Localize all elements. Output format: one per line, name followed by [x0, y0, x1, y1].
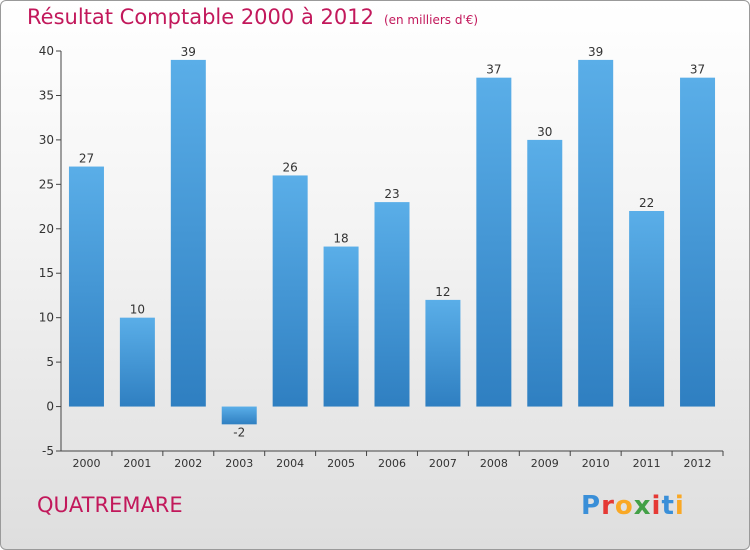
- x-tick-label: 2009: [531, 457, 559, 470]
- logo-letter: r: [601, 491, 615, 521]
- bar-2003: [221, 406, 257, 425]
- data-label-2006: 23: [384, 187, 399, 201]
- data-label-2008: 37: [486, 63, 501, 77]
- x-tick-label: 2000: [72, 457, 100, 470]
- data-label-2000: 27: [79, 152, 94, 166]
- chart-title: Résultat Comptable 2000 à 2012: [27, 5, 374, 29]
- data-label-2009: 30: [537, 125, 552, 139]
- bar-2009: [527, 139, 563, 407]
- bar-2001: [119, 317, 155, 407]
- x-tick-label: 2012: [684, 457, 712, 470]
- commune-name: QUATREMARE: [37, 493, 183, 517]
- chart-bars: [68, 59, 716, 425]
- y-tick-label: 25: [39, 177, 54, 191]
- bar-2012: [680, 77, 716, 407]
- logo-letter: o: [614, 491, 634, 521]
- data-label-2002: 39: [181, 45, 196, 59]
- data-label-2005: 18: [333, 232, 348, 246]
- bar-2008: [476, 77, 512, 407]
- bar-2004: [272, 175, 308, 407]
- bar-2002: [170, 59, 206, 407]
- x-tick-label: 2005: [327, 457, 355, 470]
- data-label-2003: -2: [233, 425, 245, 439]
- x-tick-label: 2001: [123, 457, 151, 470]
- x-tick-label: 2003: [225, 457, 253, 470]
- x-tick-label: 2008: [480, 457, 508, 470]
- data-label-2007: 12: [435, 285, 450, 299]
- y-tick-label: 30: [39, 133, 54, 147]
- y-tick-label: 15: [39, 266, 54, 280]
- bar-2006: [374, 202, 410, 407]
- x-tick-label: 2007: [429, 457, 457, 470]
- x-tick-label: 2002: [174, 457, 202, 470]
- page-title: Résultat Comptable 2000 à 2012 (en millie…: [27, 5, 478, 29]
- y-tick-label: -5: [42, 444, 54, 458]
- bar-2005: [323, 246, 359, 407]
- chart-subtitle: (en milliers d'€): [383, 13, 479, 27]
- y-tick-label: 20: [39, 222, 54, 236]
- data-label-2012: 37: [690, 63, 705, 77]
- bar-2011: [629, 211, 665, 407]
- y-tick-label: 40: [39, 44, 54, 58]
- y-tick-label: 10: [39, 311, 54, 325]
- chart-data-labels: 27 10 39 -2 26 18 23 12 37 30 39 22 37: [79, 45, 705, 439]
- data-label-2010: 39: [588, 45, 603, 59]
- chart-axes: -5 0 5 10 15 20 25 30 35 40 2000 2001 2002 2003 2004 20…: [39, 44, 724, 470]
- bar-2010: [578, 59, 614, 407]
- logo-letter: i: [651, 491, 662, 521]
- data-label-2001: 10: [130, 303, 145, 317]
- y-tick-label: 35: [39, 88, 54, 102]
- bar-2000: [68, 166, 104, 407]
- y-tick-label: 0: [46, 400, 54, 414]
- logo-letter: t: [661, 491, 675, 521]
- logo-letter: P: [581, 491, 602, 521]
- x-tick-label: 2004: [276, 457, 304, 470]
- proxiti-logo[interactable]: Proxiti: [581, 491, 685, 521]
- bar-2007: [425, 299, 461, 407]
- x-tick-label: 2011: [633, 457, 661, 470]
- logo-letter: x: [633, 491, 652, 521]
- data-label-2011: 22: [639, 196, 654, 210]
- logo-letter: i: [674, 491, 685, 521]
- x-tick-label: 2006: [378, 457, 406, 470]
- data-label-2004: 26: [283, 160, 298, 174]
- y-tick-label: 5: [46, 355, 54, 369]
- x-tick-label: 2010: [582, 457, 610, 470]
